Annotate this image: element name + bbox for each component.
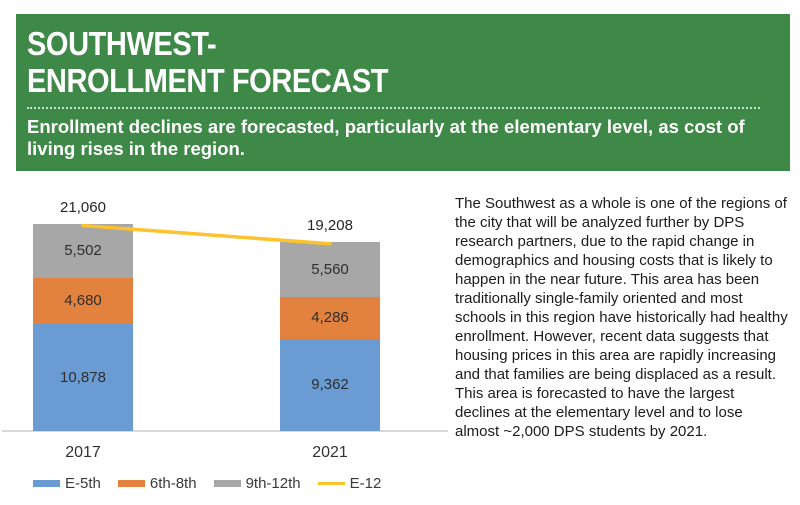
title-line-1: SOUTHWEST- <box>27 25 217 62</box>
segment-value-label: 5,560 <box>311 260 349 278</box>
title-line-2: ENROLLMENT FORECAST <box>27 62 389 99</box>
legend-swatch-6th-8th <box>117 480 145 487</box>
total-label-2021: 19,208 <box>307 216 353 234</box>
stacked-bar-2017: 5,502 4,680 10,878 <box>33 223 133 431</box>
legend-label-e-5th: E-5th <box>65 475 101 492</box>
legend-item-9th-12th: 9th-12th <box>213 475 301 492</box>
segment-value-label: 9,362 <box>311 376 349 394</box>
bar-segment-9th-12th: 5,502 <box>33 223 133 278</box>
segment-value-label: 10,878 <box>60 368 106 386</box>
total-label-2017: 21,060 <box>60 198 106 216</box>
x-axis-label-2021: 2021 <box>312 444 348 461</box>
bar-segment-6th-8th: 4,680 <box>33 277 133 324</box>
legend-label-6th-8th: 6th-8th <box>149 475 197 492</box>
bar-segment-6th-8th: 4,286 <box>280 296 380 339</box>
segment-value-label: 4,286 <box>311 309 349 327</box>
header-divider <box>27 107 760 109</box>
bar-segment-9th-12th: 5,560 <box>280 241 380 297</box>
x-axis-line <box>2 430 448 432</box>
legend-item-e-12: E-12 <box>317 475 382 492</box>
stacked-bar-2021: 5,560 4,286 9,362 <box>280 241 380 431</box>
segment-value-label: 4,680 <box>64 292 102 310</box>
legend-item-e-5th: E-5th <box>33 475 101 492</box>
body-paragraph: The Southwest as a whole is one of the r… <box>455 195 788 440</box>
chart-legend: E-5th 6th-8th 9th-12th E-12 <box>33 475 381 492</box>
enrollment-chart: 5,502 4,680 10,878 5,560 4,286 9,362 21,060 … <box>0 180 455 505</box>
slide-subtitle: Enrollment declines are forecasted, part… <box>27 116 745 159</box>
slide-header: SOUTHWEST- ENROLLMENT FORECAST Enrollmen… <box>16 14 790 171</box>
legend-swatch-9th-12th <box>213 480 241 487</box>
legend-swatch-e-5th <box>33 480 60 487</box>
legend-swatch-e-12 <box>317 482 345 485</box>
x-axis-label-2017: 2017 <box>65 444 101 461</box>
legend-item-6th-8th: 6th-8th <box>117 475 197 492</box>
segment-value-label: 5,502 <box>64 242 102 260</box>
bar-segment-e-5th: 10,878 <box>33 323 133 431</box>
bar-segment-e-5th: 9,362 <box>280 338 380 431</box>
legend-label-9th-12th: 9th-12th <box>245 475 301 492</box>
legend-label-e-12: E-12 <box>349 475 382 492</box>
